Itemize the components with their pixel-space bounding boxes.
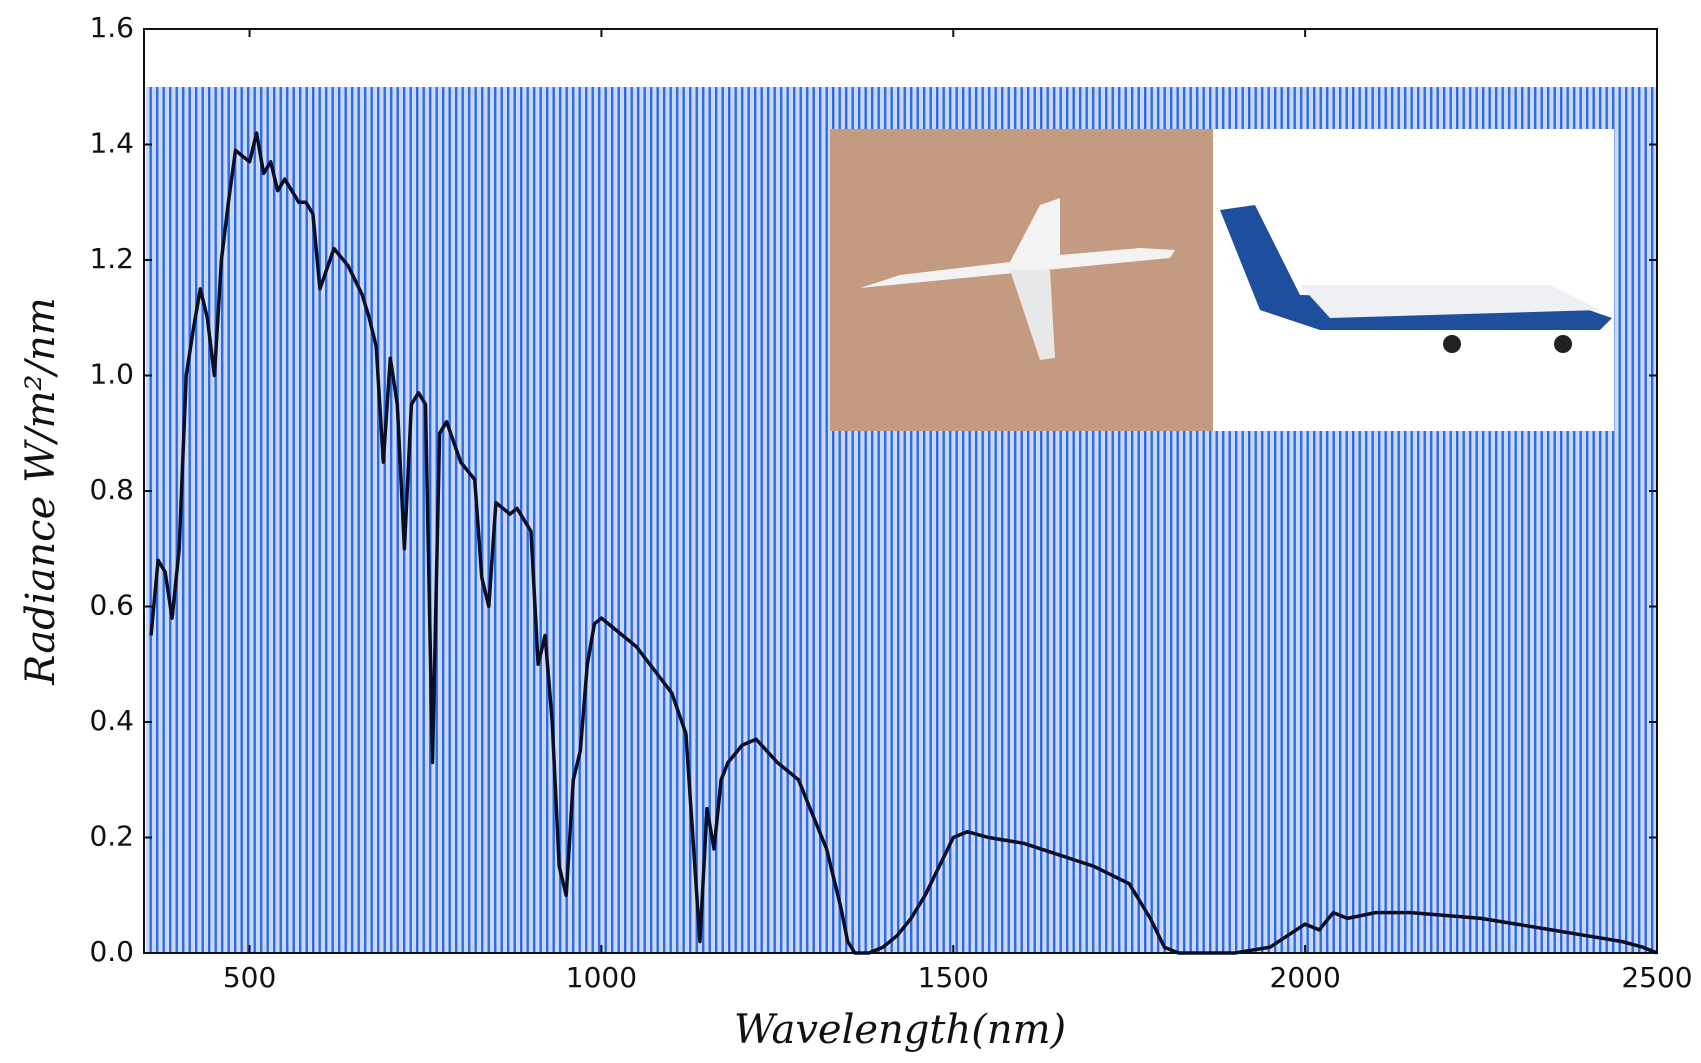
y-tick-label: 0.6 <box>89 589 134 622</box>
x-tick-label: 500 <box>223 961 276 994</box>
y-tick-label: 0.4 <box>89 704 134 737</box>
y-tick-label: 1.4 <box>89 127 134 160</box>
y-axis-label: Radiance W/m²/nm <box>18 297 64 685</box>
wheel <box>1554 335 1572 353</box>
y-tick-label: 0.0 <box>89 935 134 968</box>
y-tick-label: 1.6 <box>89 11 134 44</box>
x-tick-label: 1000 <box>566 961 637 994</box>
page: Wavelength(nm) Radiance W/m²/nm 0.0 0.2 0.… <box>0 0 1701 1063</box>
y-tick-label: 1.0 <box>89 358 134 391</box>
wheel <box>1443 335 1461 353</box>
x-axis-label: Wavelength(nm) <box>734 1007 1066 1053</box>
x-tick-label: 2000 <box>1270 961 1341 994</box>
x-tick-label: 2500 <box>1621 961 1692 994</box>
y-tick-label: 0.2 <box>89 820 134 853</box>
chart: Wavelength(nm) Radiance W/m²/nm 0.0 0.2 0.… <box>0 0 1701 1063</box>
y-tick-label: 0.8 <box>89 473 134 506</box>
inset-photos <box>830 129 1614 431</box>
x-tick-label: 1500 <box>918 961 989 994</box>
y-tick-label: 1.2 <box>89 242 134 275</box>
